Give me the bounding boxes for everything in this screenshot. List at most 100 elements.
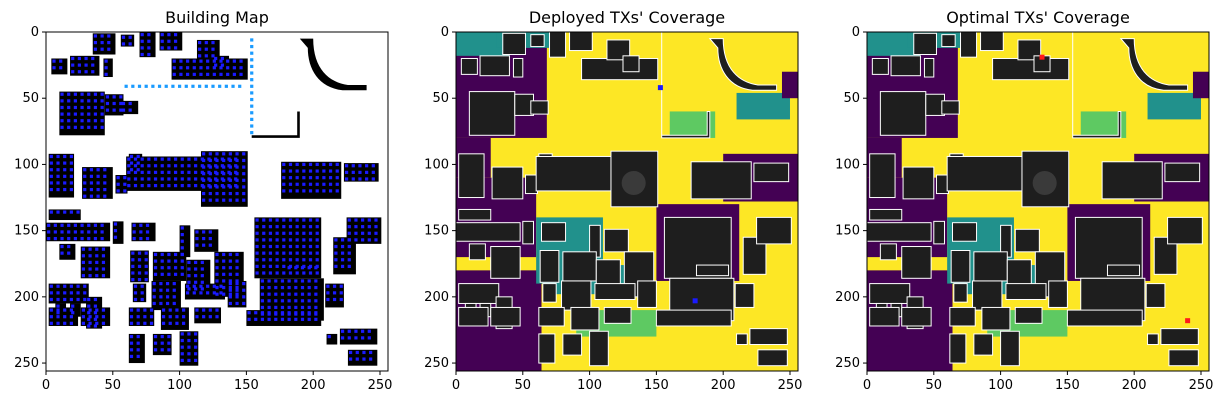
candidate-tx-dot <box>167 252 171 257</box>
candidate-tx-dot <box>127 157 131 161</box>
candidate-tx-dot <box>103 187 107 192</box>
candidate-tx-dot <box>308 258 313 262</box>
candidate-tx-dot <box>250 104 254 108</box>
candidate-tx-dot <box>282 176 286 180</box>
candidate-tx-dot <box>308 244 313 249</box>
candidate-tx-dot <box>187 274 191 278</box>
candidate-tx-dot <box>147 46 151 50</box>
axes-frame <box>866 31 1210 372</box>
candidate-tx-dot <box>153 177 158 181</box>
candidate-tx-dot <box>282 162 286 167</box>
y-tick-label: 0 <box>31 25 39 40</box>
candidate-tx-dot <box>315 271 319 275</box>
candidate-tx-dot <box>211 47 215 51</box>
candidate-tx-dot <box>83 194 87 198</box>
candidate-tx-dot <box>302 244 306 249</box>
building <box>132 283 147 303</box>
y-tick-label: 200 <box>835 290 860 305</box>
candidate-tx-dot <box>334 258 338 262</box>
candidate-tx-dot <box>195 308 199 312</box>
candidate-tx-dot <box>153 252 158 257</box>
candidate-tx-dot <box>136 334 140 339</box>
candidate-tx-dot <box>347 336 351 340</box>
building <box>512 57 524 78</box>
x-tick-label: 0 <box>42 378 50 393</box>
candidate-tx-dot <box>255 264 259 268</box>
building <box>479 55 510 77</box>
candidate-tx-dot <box>282 182 286 186</box>
candidate-tx-dot <box>133 157 138 161</box>
candidate-tx-dot <box>129 161 134 165</box>
candidate-tx-dot <box>307 305 311 310</box>
candidate-tx-dot <box>147 39 151 43</box>
building <box>1014 228 1040 253</box>
candidate-tx-dot <box>105 101 110 106</box>
candidate-tx-dot <box>215 172 219 176</box>
building <box>973 333 994 356</box>
candidate-tx-dot <box>295 176 299 180</box>
candidate-tx-dot <box>374 225 378 229</box>
candidate-tx-dot <box>200 274 204 278</box>
candidate-tx-dot <box>250 38 254 42</box>
candidate-tx-dot <box>180 259 184 263</box>
candidate-tx-dot <box>96 187 100 192</box>
candidate-tx-dot <box>103 194 107 198</box>
candidate-tx-dot <box>287 266 291 270</box>
candidate-tx-dot <box>250 64 254 69</box>
candidate-tx-dot <box>228 252 232 257</box>
candidate-tx-dot <box>153 157 158 161</box>
candidate-tx-dot <box>275 225 279 229</box>
candidate-tx-dot <box>123 189 127 193</box>
candidate-tx-dot <box>219 59 223 63</box>
candidate-tx-dot <box>295 238 299 242</box>
candidate-tx-dot <box>140 184 144 188</box>
candidate-tx-dot <box>167 266 171 270</box>
building <box>953 283 968 303</box>
candidate-tx-dot <box>199 59 203 63</box>
building <box>549 32 567 58</box>
candidate-tx-dot <box>88 308 92 312</box>
candidate-tx-dot <box>143 321 147 325</box>
candidate-tx-dot <box>267 292 271 296</box>
candidate-tx-dot <box>250 124 254 128</box>
candidate-tx-dot <box>200 280 204 284</box>
candidate-tx-dot <box>250 71 254 75</box>
building <box>456 222 521 242</box>
candidate-tx-dot <box>295 251 299 255</box>
x-tick-label: 150 <box>1055 378 1080 393</box>
candidate-tx-dot <box>282 189 286 193</box>
candidate-tx-dot <box>371 164 375 168</box>
candidate-tx-dot <box>202 172 206 176</box>
building <box>542 283 557 303</box>
candidate-tx-dot <box>222 198 226 202</box>
candidate-tx-dot <box>131 258 135 262</box>
candidate-tx-dot <box>208 152 212 156</box>
candidate-tx-dot <box>67 251 71 255</box>
candidate-tx-dot <box>153 272 158 276</box>
candidate-tx-dot <box>308 162 313 167</box>
candidate-tx-dot <box>140 39 144 43</box>
candidate-tx-dot <box>67 119 71 123</box>
candidate-tx-dot <box>214 63 218 67</box>
candidate-tx-dot <box>232 72 236 76</box>
candidate-tx-dot <box>367 231 371 235</box>
candidate-tx-dot <box>63 181 67 185</box>
x-tick-label: 100 <box>988 378 1013 393</box>
candidate-tx-dot <box>180 164 184 168</box>
candidate-tx-dot <box>215 191 219 196</box>
candidate-tx-dot <box>129 354 134 359</box>
candidate-tx-dot <box>100 99 104 103</box>
candidate-tx-dot <box>165 301 170 306</box>
candidate-tx-dot <box>302 162 306 167</box>
candidate-tx-dot <box>93 317 98 321</box>
building-dome <box>1032 170 1057 195</box>
candidate-tx-dot <box>274 317 278 321</box>
candidate-tx-dot <box>300 285 305 290</box>
candidate-tx-dot <box>235 191 239 196</box>
candidate-tx-dot <box>206 59 210 63</box>
candidate-tx-dot <box>131 271 135 275</box>
building <box>1147 333 1159 346</box>
building <box>913 32 937 56</box>
candidate-tx-dot <box>160 348 164 352</box>
building <box>1167 216 1203 245</box>
